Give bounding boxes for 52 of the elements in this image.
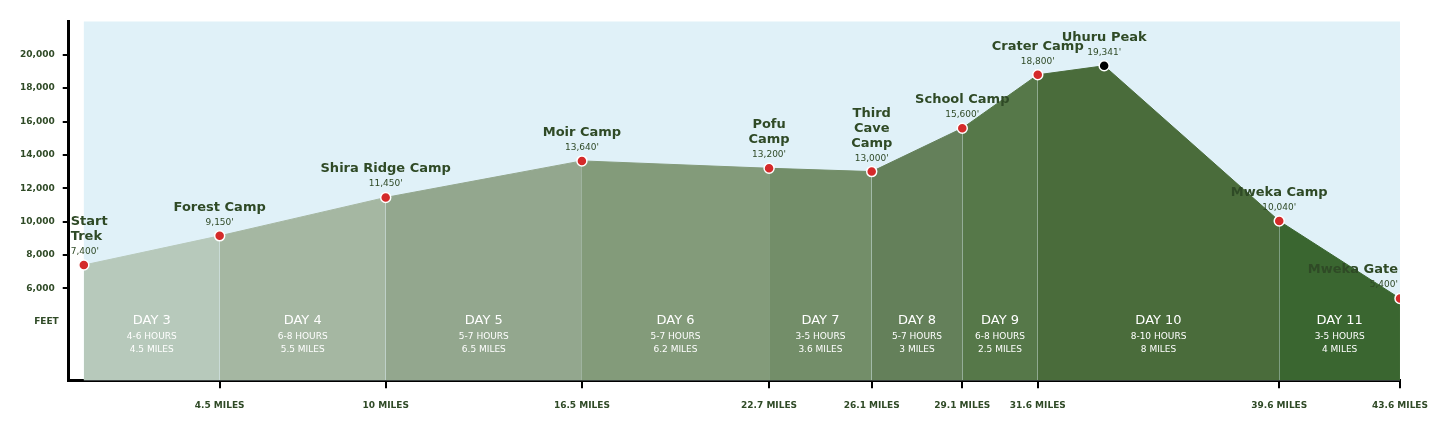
data-label: 9,150' [205, 216, 234, 227]
point [956, 122, 969, 134]
annotation: Forest Camp [173, 198, 266, 214]
series-label: DAY 8 5-7 HOURS 3 MILES [892, 311, 943, 354]
point [1273, 215, 1285, 227]
annotation: Start Trek [70, 213, 108, 244]
y-tick-label: 18,000 [20, 82, 55, 93]
x-tick-label: 10 MILES [362, 399, 409, 410]
y-tick-label: 14,000 [20, 149, 55, 160]
x-tick-label: 31.6 MILES [1009, 399, 1066, 410]
y-tick-label: 12,000 [20, 182, 55, 193]
annotation: Moir Camp [542, 123, 622, 139]
data-label: 7,400' [70, 246, 99, 257]
y-tick-label: 8,000 [26, 249, 55, 260]
point [1098, 60, 1110, 72]
data-label: 13,200' [752, 149, 787, 160]
x-tick-label: 29.1 MILES [934, 399, 991, 410]
x-tick-label: 43.6 MILES [1371, 399, 1428, 410]
point [576, 155, 588, 167]
x-tick-label: 16.5 MILES [553, 399, 610, 410]
point [379, 191, 392, 204]
data-label: 13,000' [854, 152, 889, 163]
y-tick-label: 6,000 [26, 282, 55, 293]
series-label: DAY 7 3-5 HOURS 3.6 MILES [795, 311, 846, 354]
annotation: Shira Ridge Camp [320, 160, 451, 176]
data-label: 11,450' [368, 178, 403, 189]
data-label: 19,341' [1087, 46, 1122, 57]
data-label: 18,800' [1020, 55, 1055, 66]
series-label: DAY 10 8-10 HOURS 8 MILES [1130, 311, 1187, 354]
x-tick-label: 22.7 MILES [741, 399, 798, 410]
point [763, 162, 775, 175]
series-label: DAY 9 6-8 HOURS 2.5 MILES [975, 311, 1026, 354]
point [865, 165, 878, 178]
data-label: 13,640' [564, 141, 599, 152]
x-tick-label: 4.5 MILES [194, 399, 245, 410]
series-label: DAY 5 5-7 HOURS 6.5 MILES [458, 311, 510, 354]
y-tick-label: 16,000 [20, 115, 55, 126]
point [213, 230, 226, 242]
point [1032, 69, 1044, 81]
data-label: 15,600' [945, 109, 980, 120]
annotation: Pofu Camp [748, 116, 790, 147]
y-axis-title: FEET [34, 316, 60, 327]
y-tick-label: 20,000 [20, 49, 55, 60]
y-tick-label: 10,000 [20, 216, 55, 226]
point [78, 259, 90, 271]
series-label: DAY 6 5-7 HOURS 6.2 MILES [650, 311, 701, 354]
x-tick-label: 26.1 MILES [843, 399, 900, 410]
x-tick-label: 39.6 MILES [1251, 399, 1308, 410]
annotation: Third Cave Camp [851, 104, 893, 150]
series-label: DAY 3 4-6 HOURS 4.5 MILES [126, 311, 178, 354]
series-label: DAY 4 6-8 HOURS 5.5 MILES [277, 311, 328, 354]
series-label: DAY 11 3-5 HOURS 4 MILES [1314, 311, 1365, 354]
